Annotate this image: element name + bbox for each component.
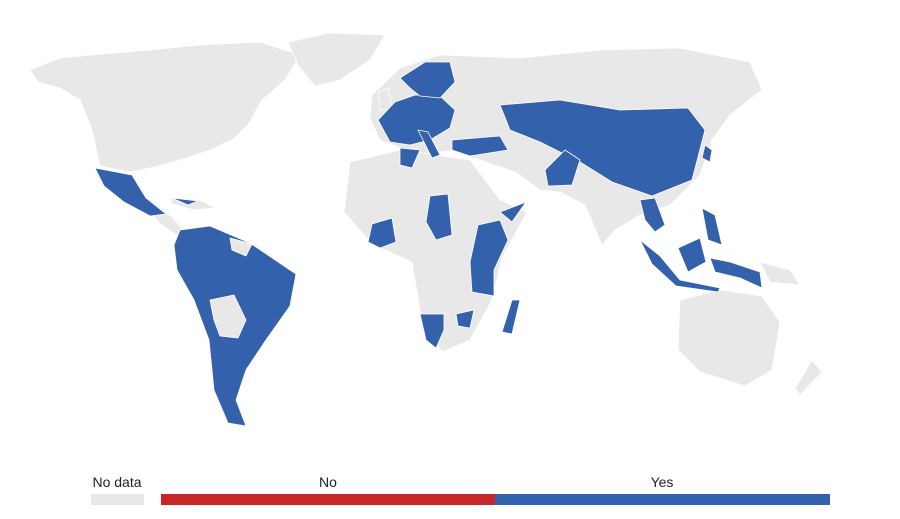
namibia <box>419 313 445 349</box>
somalia <box>499 201 527 223</box>
legend-swatch <box>91 494 144 505</box>
madagascar <box>501 299 521 335</box>
yes-countries <box>94 61 763 427</box>
bolivia <box>209 294 247 339</box>
cuba <box>171 197 199 206</box>
nigeria-cameroon <box>367 217 397 249</box>
philippines <box>701 207 723 246</box>
greenland <box>287 32 386 87</box>
scandinavia <box>399 61 456 99</box>
legend: No data No Yes <box>91 474 830 505</box>
legend-label: Yes <box>651 474 674 490</box>
australia <box>677 289 781 387</box>
new-zealand <box>794 359 823 396</box>
legend-label: No <box>319 474 337 490</box>
north-america <box>29 41 301 173</box>
chad <box>425 193 453 241</box>
legend-swatch <box>161 494 495 505</box>
italy <box>417 129 441 159</box>
indonesia-east <box>709 257 763 289</box>
east-africa <box>469 219 509 297</box>
europe-yes <box>377 94 456 146</box>
guianas <box>229 237 253 257</box>
legend-label: No data <box>92 474 141 490</box>
turkey <box>451 135 509 157</box>
southeast-asia <box>639 197 666 233</box>
mexico <box>94 167 167 217</box>
papua <box>759 261 801 286</box>
sumatra-java <box>639 239 721 293</box>
pakistan <box>544 149 581 187</box>
china-mongolia <box>499 99 706 197</box>
morocco <box>399 147 421 169</box>
legend-swatch <box>495 494 830 505</box>
borneo <box>677 237 707 273</box>
zimbabwe <box>455 309 475 329</box>
japan <box>701 144 713 163</box>
